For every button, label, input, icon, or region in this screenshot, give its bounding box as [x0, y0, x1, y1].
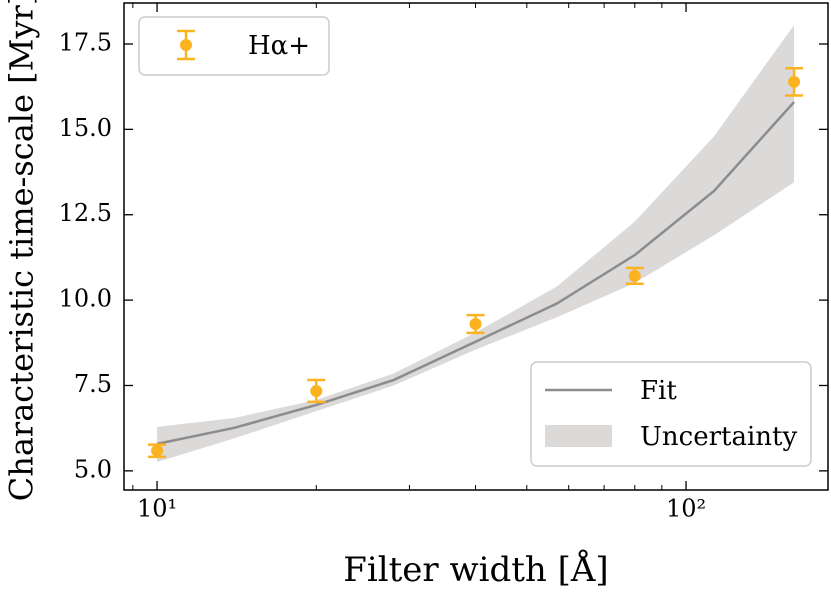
- legend-label: Fit: [640, 376, 677, 406]
- y-tick-label: 17.5: [59, 28, 112, 56]
- x-tick-label: 10²: [666, 495, 706, 523]
- point: [310, 384, 323, 397]
- y-axis-label: Characteristic time-scale [Myr]: [3, 0, 41, 501]
- y-tick-label: 10.0: [59, 285, 112, 313]
- fit-line: [156, 101, 795, 446]
- legend-label: Hα+: [248, 31, 310, 61]
- error-point: [307, 378, 326, 404]
- y-tick-label: 7.5: [74, 370, 112, 398]
- point: [628, 269, 641, 282]
- y-tick-label: 5.0: [74, 455, 112, 483]
- y-tick-label: 12.5: [59, 199, 112, 227]
- y-tick-label: 15.0: [59, 114, 112, 142]
- point: [788, 75, 801, 88]
- error-point: [148, 443, 167, 459]
- x-axis-label: Filter width [Å]: [343, 549, 608, 590]
- error-point: [466, 313, 485, 335]
- uncertainty-band: [157, 25, 795, 462]
- point: [469, 318, 482, 331]
- x-tick-label: 10¹: [137, 495, 177, 523]
- point: [151, 444, 164, 457]
- error-point: [625, 266, 644, 285]
- legend-label: Uncertainty: [640, 422, 797, 452]
- legend-marker: [180, 39, 192, 51]
- legend-marker: [545, 425, 612, 447]
- error-point: [785, 66, 804, 97]
